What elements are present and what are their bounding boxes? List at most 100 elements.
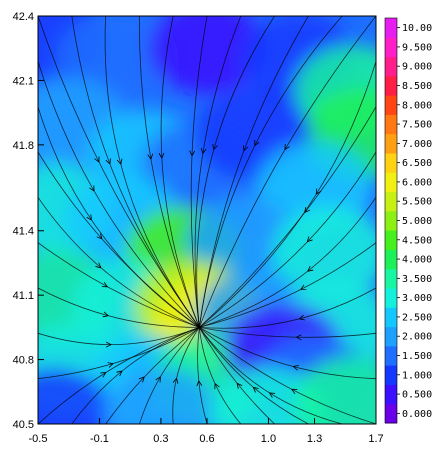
- streamline-arrow: [158, 152, 165, 159]
- streamline: [71, 327, 200, 424]
- field-region: [271, 206, 376, 299]
- colorbar-swatch: [385, 288, 397, 308]
- colorbar-label: 1.000: [402, 370, 432, 381]
- y-tick-label: 41.1: [13, 290, 34, 302]
- streamline-arrow: [105, 341, 112, 348]
- colorbar-label: 8.000: [402, 100, 432, 111]
- streamline-arrow: [89, 185, 95, 192]
- streamline-arrow: [101, 281, 108, 288]
- colorbar-swatch: [385, 268, 397, 289]
- streamline: [38, 61, 200, 328]
- streamline: [38, 327, 200, 424]
- colorbar-label: 6.500: [402, 158, 432, 169]
- streamline: [199, 287, 376, 329]
- colorbar-label: 2.500: [402, 312, 432, 323]
- streamline-arrow: [300, 284, 307, 290]
- colorbar-swatch: [385, 307, 397, 328]
- y-axis: 40.5 40.8 41.1 41.4 41.8 42.1 42.4: [13, 11, 44, 431]
- colorbar-label: 0.000: [402, 409, 432, 420]
- colorbar-swatch: [385, 95, 397, 115]
- streamline: [199, 106, 376, 328]
- streamline: [198, 327, 343, 424]
- colorbar-label: 2.000: [402, 332, 432, 343]
- streamline-arrow: [116, 370, 123, 377]
- colorbar-label: 8.500: [402, 81, 432, 92]
- colorbar-swatch: [385, 326, 397, 347]
- colorbar-swatch: [385, 133, 397, 154]
- streamline-arrow: [296, 334, 302, 341]
- streamline: [38, 197, 200, 328]
- colorbar-label: 1.500: [402, 351, 432, 362]
- streamline-arrow: [242, 145, 249, 151]
- streamline-arrow: [307, 265, 314, 272]
- colorbar-label: 5.000: [402, 216, 432, 227]
- streamline-arrow: [94, 156, 100, 163]
- colorbar-label: 4.500: [402, 235, 432, 246]
- streamline-arrow: [299, 314, 305, 321]
- y-tick-label: 42.1: [13, 75, 34, 87]
- streamline-arrow: [138, 376, 145, 383]
- streamline-arrow: [189, 150, 196, 156]
- streamline: [194, 16, 242, 328]
- colorbar-label: 5.500: [402, 197, 432, 208]
- colorbar-swatch: [385, 403, 397, 424]
- streamline: [138, 16, 200, 328]
- streamline-arrow: [107, 362, 114, 368]
- colorbar-label: 4.000: [402, 255, 432, 266]
- streamline: [198, 16, 376, 328]
- streamline: [197, 327, 208, 424]
- streamline: [139, 327, 200, 424]
- streamline: [38, 151, 200, 328]
- x-tick-label: 1.0: [261, 433, 276, 445]
- x-tick-label: 1.7: [368, 433, 383, 445]
- streamline: [199, 151, 376, 328]
- y-tick-label: 42.4: [13, 11, 34, 23]
- streamline-arrow: [172, 378, 179, 384]
- colorbar-label: 7.000: [402, 139, 432, 150]
- field-region: [149, 16, 265, 95]
- streamline: [198, 327, 242, 424]
- y-tick-label: 40.8: [13, 355, 34, 367]
- x-tick-label: -0.5: [29, 433, 48, 445]
- streamline: [199, 197, 376, 328]
- colorbar-label: 9.500: [402, 42, 432, 53]
- y-tick-label: 40.5: [13, 419, 34, 431]
- streamlines-layer: [38, 16, 376, 424]
- y-tick-label: 41.8: [13, 140, 34, 152]
- colorbar-label: 7.500: [402, 120, 432, 131]
- colorbar-swatch: [385, 365, 397, 385]
- colorbar-swatch: [385, 114, 397, 135]
- colorbar-swatch: [385, 18, 397, 38]
- colorbar-swatch: [385, 56, 397, 77]
- colorbar-swatch: [385, 172, 397, 193]
- streamline: [38, 327, 200, 346]
- streamline-arrow: [252, 386, 259, 393]
- colorbar-swatch: [385, 75, 397, 96]
- streamline-arrow: [95, 262, 102, 269]
- streamline: [105, 327, 200, 424]
- streamline: [198, 16, 343, 328]
- colorbar: 0.000 0.500 1.000 1.500 2.000 2.500 3.000 3.500…: [384, 17, 432, 424]
- streamline: [38, 106, 200, 328]
- streamline-arrow: [196, 380, 203, 387]
- colorbar-swatch: [385, 153, 397, 173]
- colorbar-label: 6.000: [402, 177, 432, 188]
- colorbar-swatch: [385, 210, 397, 231]
- streamline-arrow: [147, 153, 154, 160]
- streamline: [38, 242, 200, 328]
- streamline: [104, 16, 200, 328]
- x-tick-label: -0.1: [90, 433, 109, 445]
- colorbar-swatch: [385, 37, 397, 58]
- colorbar-label: 3.000: [402, 293, 432, 304]
- streamline: [190, 16, 208, 328]
- colorbar-swatch: [385, 249, 397, 270]
- streamline-arrow: [214, 383, 220, 390]
- colorbar-swatch: [385, 384, 397, 405]
- streamline-arrow: [155, 376, 161, 383]
- colorbar-swatch: [385, 191, 397, 212]
- streamline-arrow: [212, 144, 218, 150]
- streamline-arrow: [102, 311, 109, 318]
- streamline-arrow: [269, 392, 276, 398]
- streamline-arrow: [254, 139, 260, 146]
